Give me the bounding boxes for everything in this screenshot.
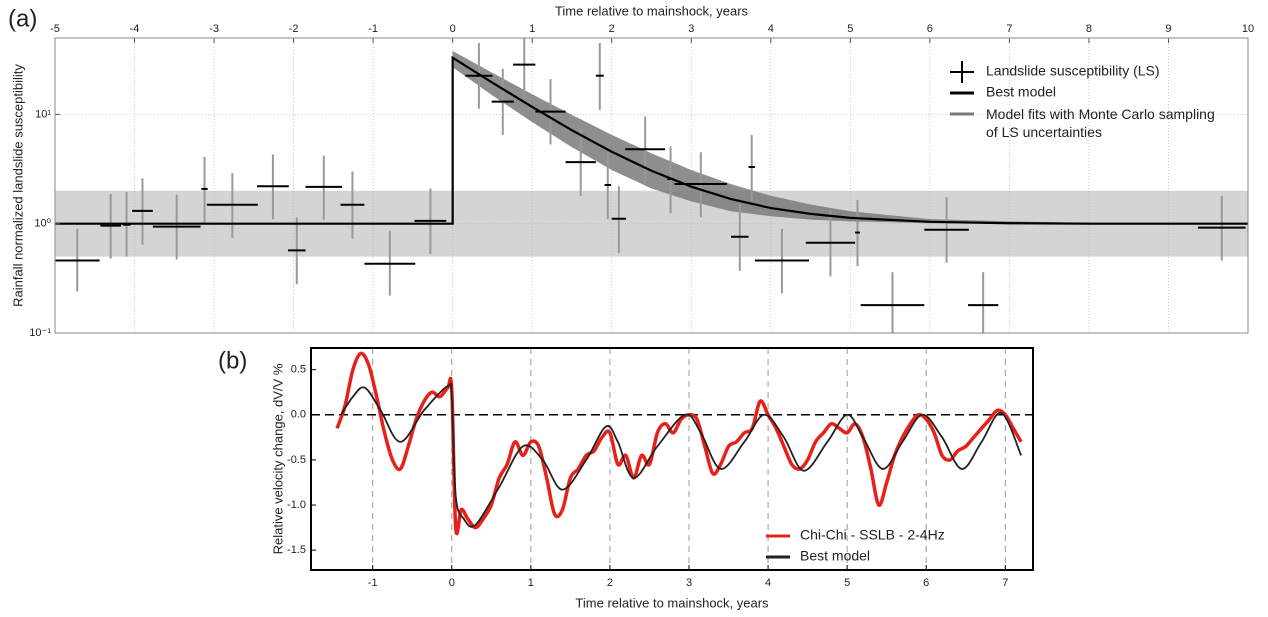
y-tick-label: 0.0 <box>291 409 306 421</box>
panel-label: (a) <box>8 5 37 32</box>
x-axis-label: Time relative to mainshock, years <box>555 3 749 18</box>
x-tick-label: 5 <box>847 23 853 35</box>
panel-b: -1 0 1 2 3 4 5 6 7 0.5 0.0 -0.5 -1.0 -1.5 Chi-Chi - SS… <box>218 347 1034 610</box>
x-tick-label: 1 <box>529 23 535 35</box>
y-tick-label: -1.5 <box>287 544 306 556</box>
y-tick-label: 10⁰ <box>34 218 51 230</box>
legend-label: Best model <box>800 548 870 564</box>
model-band <box>452 51 1248 224</box>
x-tick-label: 1 <box>528 577 534 589</box>
x-tick-label: 8 <box>1086 23 1092 35</box>
x-tick-label: 4 <box>765 577 771 589</box>
legend-entry: Model fits with Monte Carlo sampling of … <box>986 106 1215 140</box>
plot-area <box>55 38 1248 333</box>
legend-label: Chi-Chi - SSLB - 2-4Hz <box>800 527 945 543</box>
x-tick-label: -5 <box>50 23 60 35</box>
plot-bg <box>311 348 1033 570</box>
legend-label: Best model <box>986 84 1056 100</box>
y-axis-label: Relative velocity change, dV/V % <box>270 363 285 554</box>
model-line <box>55 55 1248 225</box>
y-axis-label: Rainfall normalized landslide susceptibi… <box>10 64 25 307</box>
x-tick-label: 9 <box>1165 23 1171 35</box>
x-tick-label: 2 <box>607 577 613 589</box>
plot-area <box>311 348 1033 570</box>
y-tick-label: 0.5 <box>291 364 306 376</box>
x-axis-label: Time relative to mainshock, years <box>575 595 769 610</box>
y-tick-label: 10¹ <box>35 108 51 120</box>
x-tick-label: 0 <box>450 23 456 35</box>
x-tick-label: 7 <box>1006 23 1012 35</box>
x-tick-label: 6 <box>927 23 933 35</box>
x-tick-label: 3 <box>686 577 692 589</box>
x-tick-label: 10 <box>1242 23 1254 35</box>
panel-a: -5 -4 -3 -2 -1 0 1 2 3 4 5 6 7 8 9 10 10⁻¹ 10⁰ 10¹ (a) Time … <box>8 3 1254 338</box>
x-tick-label: 2 <box>609 23 615 35</box>
series-line <box>335 351 1023 536</box>
plot-frame <box>54 37 1249 334</box>
series-line <box>340 382 1022 528</box>
x-tick-label: 3 <box>688 23 694 35</box>
y-tick-label: -0.5 <box>287 454 306 466</box>
x-tick-label: -1 <box>368 23 378 35</box>
x-tick-label: 6 <box>923 577 929 589</box>
x-tick-label: 5 <box>844 577 850 589</box>
y-tick-label: 10⁻¹ <box>29 327 51 339</box>
x-tick-label: 4 <box>768 23 774 35</box>
panel-label: (b) <box>218 347 247 374</box>
legend-label: Model fits with Monte Carlo sampling of … <box>986 106 1215 140</box>
y-tick-label: -1.0 <box>287 499 306 511</box>
x-tick-label: -3 <box>209 23 219 35</box>
x-tick-label: 0 <box>449 577 455 589</box>
legend-label: Landslide susceptibility (LS) <box>986 63 1160 79</box>
plot-frame <box>310 347 1034 571</box>
x-tick-label: -4 <box>130 23 140 35</box>
x-tick-label: -1 <box>368 577 378 589</box>
x-tick-label: 7 <box>1002 577 1008 589</box>
x-tick-label: -2 <box>289 23 299 35</box>
